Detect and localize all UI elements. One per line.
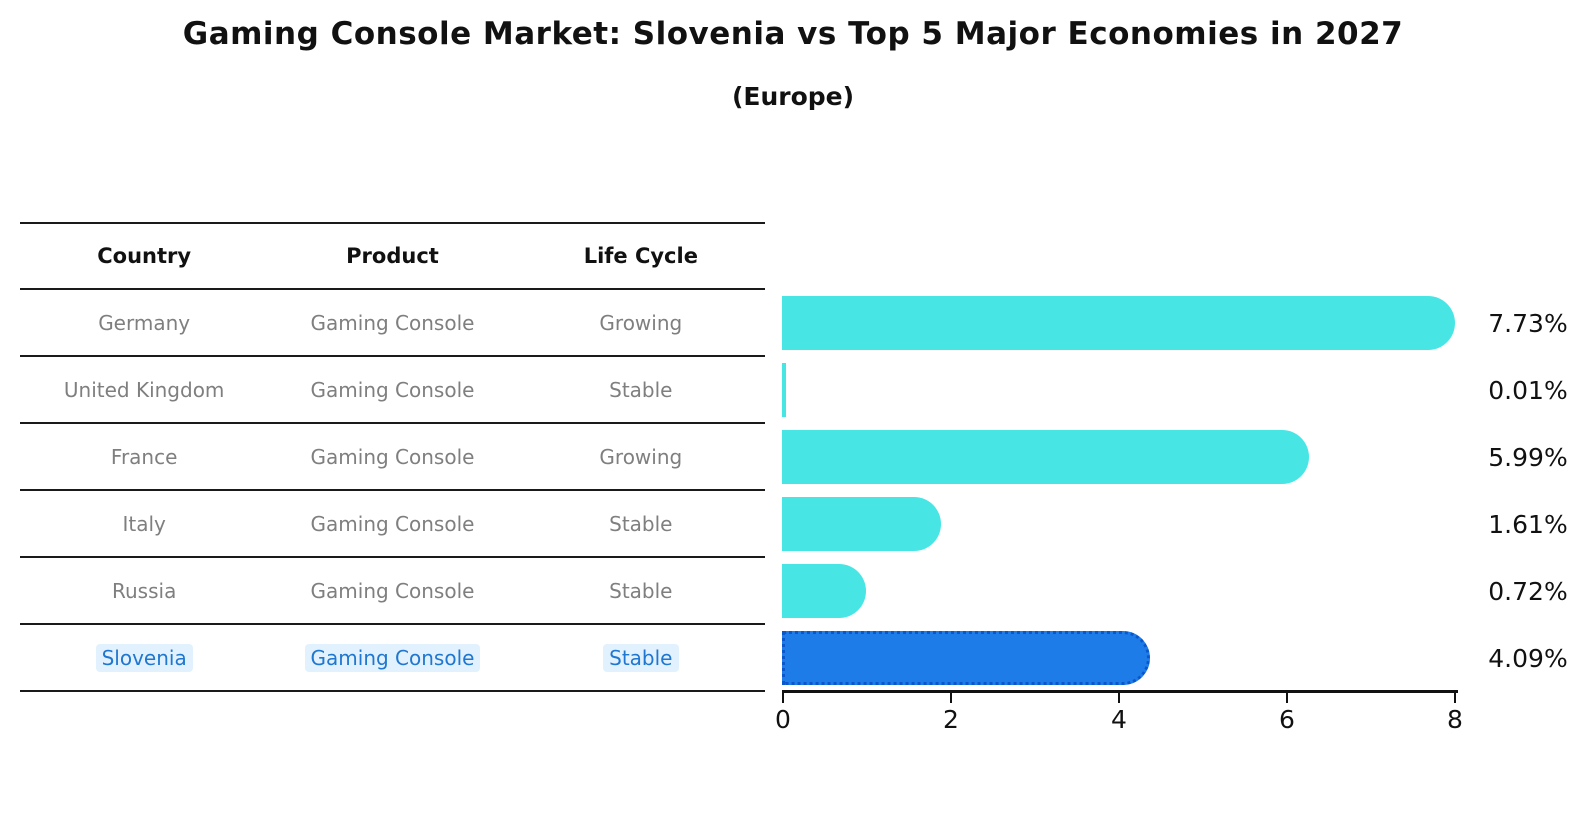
table-row-slovenia: Slovenia Gaming Console Stable [20,625,765,692]
value-label: 5.99% [1488,443,1568,472]
x-axis-tick: 8 [1447,693,1463,734]
chart-title: Gaming Console Market: Slovenia vs Top 5… [182,16,1404,52]
table-header-product: Product [346,244,439,268]
cell-life-cycle: Stable [609,578,673,603]
country-table: Country Product Life Cycle Germany Gamin… [20,222,765,692]
table-row: France Gaming Console Growing [20,424,765,491]
cell-life-cycle: Growing [599,310,683,335]
x-axis-tick: 2 [943,693,959,734]
cell-country: France [110,444,178,469]
value-label: 0.72% [1488,577,1568,606]
x-axis-tick: 0 [775,693,791,734]
bar-row: 0.72% [782,558,1586,625]
cell-life-cycle: Stable [609,377,673,402]
cell-country: Italy [122,511,166,536]
bar-slovenia [782,631,1150,685]
value-label: 4.09% [1488,644,1568,673]
bar-italy [782,497,941,551]
x-axis: 0 2 4 6 8 [775,690,1463,734]
bar-row: 1.61% [782,491,1586,558]
bar-united-kingdom [782,363,786,417]
bar-germany [782,296,1455,350]
cell-product: Gaming Console [310,310,475,335]
x-tick-label: 8 [1447,705,1463,734]
bar-france [782,430,1309,484]
cell-life-cycle: Stable [609,511,673,536]
table-row: Italy Gaming Console Stable [20,491,765,558]
x-tick-label: 4 [1111,705,1127,734]
cell-product: Gaming Console [310,444,475,469]
table-row: Germany Gaming Console Growing [20,290,765,357]
bar-row: 5.99% [782,424,1586,491]
cell-product: Gaming Console [310,511,475,536]
cell-life-cycle: Stable [517,625,765,690]
value-label: 0.01% [1488,376,1568,405]
bar-row: 0.01% [782,357,1586,424]
bar-row: 4.09% [782,625,1586,692]
cell-product: Gaming Console [310,578,475,603]
cell-country: Russia [112,578,177,603]
cell-product: Gaming Console [310,377,475,402]
chart-subtitle: (Europe) [731,82,855,111]
bar-chart: 7.73% 0.01% 5.99% 1.61% 0.72% 4.09% 0 2 … [775,290,1586,734]
x-axis-tick: 6 [1279,693,1295,734]
x-tick-label: 0 [775,705,791,734]
table-header-life-cycle: Life Cycle [583,244,698,268]
x-tick-label: 2 [943,705,959,734]
x-tick-label: 6 [1279,705,1295,734]
cell-country: Slovenia [20,625,268,690]
table-header-row: Country Product Life Cycle [20,222,765,290]
value-label: 7.73% [1488,309,1568,338]
cell-country: United Kingdom [63,377,225,402]
table-row: Russia Gaming Console Stable [20,558,765,625]
table-header-country: Country [97,244,192,268]
x-axis-tick: 4 [1111,693,1127,734]
bar-row: 7.73% [782,290,1586,357]
value-label: 1.61% [1488,510,1568,539]
cell-life-cycle: Growing [599,444,683,469]
cell-product: Gaming Console [268,625,516,690]
cell-country: Germany [98,310,191,335]
table-row: United Kingdom Gaming Console Stable [20,357,765,424]
bar-russia [782,564,866,618]
